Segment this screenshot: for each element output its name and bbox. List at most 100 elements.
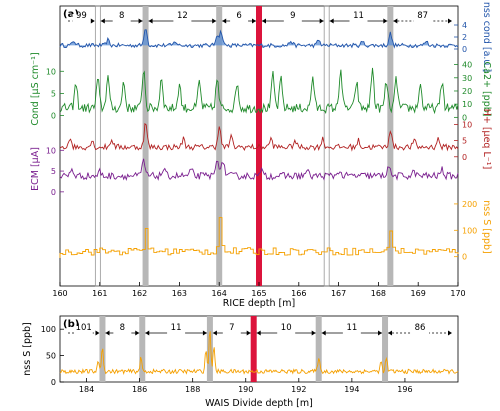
gray-marker xyxy=(382,316,389,382)
arrow-head xyxy=(388,330,393,336)
arrow-head xyxy=(383,18,388,24)
red-marker xyxy=(250,316,257,382)
red-marker xyxy=(256,6,262,286)
layer-count-label: 11 xyxy=(171,323,182,333)
count-label-bg xyxy=(112,14,131,25)
x-tick-label: 192 xyxy=(291,385,306,394)
arrow-head xyxy=(319,18,324,24)
panel-a-layer-counts: 99 8 12 6 9 11 87 xyxy=(68,11,452,25)
gray-marker xyxy=(315,316,322,382)
count-label-bg xyxy=(349,14,368,25)
layer-count-label: 87 xyxy=(417,11,428,21)
arrow-head xyxy=(321,330,326,336)
arrow-head xyxy=(90,18,95,24)
y-tick-label-ca: 0 xyxy=(462,113,467,122)
y-tick-label-nss_s: 0 xyxy=(462,253,467,262)
count-label-bg xyxy=(72,14,91,25)
count-label-bg xyxy=(230,14,249,25)
layer-count-label: 8 xyxy=(119,11,124,21)
x-tick-label: 165 xyxy=(251,289,266,298)
arrow-head xyxy=(256,330,261,336)
panel-b-x-axis-label: WAIS Divide depth [m] xyxy=(205,398,313,409)
y-tick-label-ca: 10 xyxy=(462,100,472,109)
x-tick-label: 188 xyxy=(185,385,200,394)
y-tick-label-ecm: 10 xyxy=(46,146,56,155)
arrow-head xyxy=(378,330,383,336)
y-tick-label-nss_cond: 2 xyxy=(462,33,467,42)
panel-b-label: (b) xyxy=(63,319,79,330)
gray-marker xyxy=(142,6,149,286)
arrow-head xyxy=(329,18,334,24)
arrow-head xyxy=(212,330,217,336)
arrow-head xyxy=(202,330,207,336)
panel-b-axes: 184 186 188 190 192 194 196 0 50 100 nss S [ppb] xyxy=(22,322,413,394)
y-tick-label-ca: 40 xyxy=(462,61,472,70)
gray-marker xyxy=(387,6,394,286)
count-label-bg xyxy=(74,326,93,337)
y-axis-label-ecm: ECM [μA] xyxy=(30,147,41,191)
x-tick-label: 170 xyxy=(450,289,465,298)
arrow-head xyxy=(145,330,150,336)
panel-b-plots xyxy=(59,331,459,376)
y-tick-label-ecm: 0 xyxy=(51,188,56,197)
x-tick-label: 163 xyxy=(172,289,187,298)
y-tick-label-cond: 5 xyxy=(51,89,56,98)
count-label-bg xyxy=(222,326,241,337)
panel-a-x-axis-label: RICE depth [m] xyxy=(223,298,295,309)
panel-b-layer-counts: 101 8 11 7 10 11 86 xyxy=(68,323,452,337)
panel-a-label: (a) xyxy=(63,9,79,20)
arrow-head xyxy=(105,330,110,336)
layer-count-label: 12 xyxy=(177,11,188,21)
y-axis-label-nss_cond: nss cond [a.u.] xyxy=(481,2,492,72)
gray-marker xyxy=(216,6,223,286)
x-tick-label: 164 xyxy=(212,289,227,298)
layer-count-label: 6 xyxy=(236,11,241,21)
series-line-ca xyxy=(59,67,459,115)
layer-count-label: 101 xyxy=(76,323,92,333)
arrow-head xyxy=(95,330,100,336)
gray-marker xyxy=(139,316,146,382)
count-label-bg xyxy=(411,326,430,337)
layer-count-label: 8 xyxy=(120,323,125,333)
panel-a-axes: 160 161 162 163 164 165 166 167 168 169 170 0 2 4 nss … xyxy=(30,2,492,298)
series-line-h xyxy=(59,122,459,152)
x-tick-label: 167 xyxy=(331,289,346,298)
y-tick-label-cond: 0 xyxy=(51,112,56,121)
y-tick-label-h: 10 xyxy=(462,120,472,129)
y-tick-label-ecm: 5 xyxy=(51,167,56,176)
y-axis-label-cond: Cond [μS cm⁻¹] xyxy=(30,52,41,125)
y-tick-label: 100 xyxy=(41,325,56,334)
layer-count-label: 86 xyxy=(415,323,426,333)
series-line-ecm xyxy=(59,158,459,181)
x-tick-label: 160 xyxy=(52,289,67,298)
open-marker xyxy=(323,5,330,287)
layer-count-label: 11 xyxy=(346,323,357,333)
y-axis-label-nss_s: nss S [ppb] xyxy=(481,200,492,254)
open-marker xyxy=(94,5,101,287)
arrow-head xyxy=(448,18,452,24)
arrow-head xyxy=(311,330,316,336)
y-tick-label-ca: 20 xyxy=(462,87,472,96)
x-tick-label: 168 xyxy=(371,289,386,298)
count-label-bg xyxy=(342,326,361,337)
y-tick-label-nss_cond: 0 xyxy=(462,45,467,54)
x-tick-label: 196 xyxy=(397,385,412,394)
x-tick-label: 169 xyxy=(411,289,426,298)
x-tick-label: 166 xyxy=(291,289,306,298)
panel-b-y-axis-label: nss S [ppb] xyxy=(22,322,33,376)
arrow-head xyxy=(252,18,256,24)
y-tick-label-nss_s: 200 xyxy=(462,200,477,209)
layer-count-label: 11 xyxy=(353,11,364,21)
panel-b-frame xyxy=(59,315,459,383)
layer-count-label: 7 xyxy=(229,323,234,333)
arrow-head xyxy=(262,18,266,24)
x-tick-label: 186 xyxy=(132,385,147,394)
x-tick-label: 162 xyxy=(132,289,147,298)
layer-count-label: 10 xyxy=(281,323,292,333)
y-tick-label-h: 0 xyxy=(462,153,467,162)
y-tick-label-nss_s: 100 xyxy=(462,226,477,235)
series-line-nss_cond xyxy=(59,29,459,49)
arrow-head xyxy=(100,18,105,24)
count-label-bg xyxy=(283,14,302,25)
